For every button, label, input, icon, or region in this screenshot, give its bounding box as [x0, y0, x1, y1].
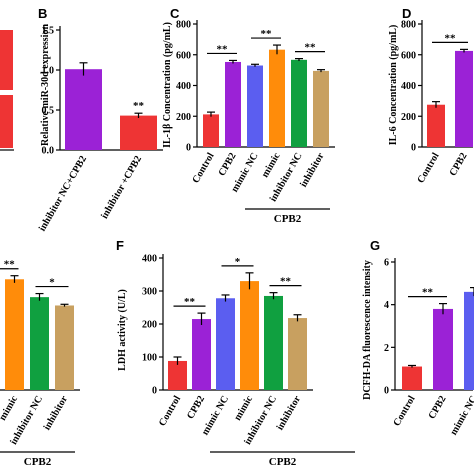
panel-d-y-tick-label: 0	[411, 143, 416, 154]
panel-e-group-label: CPB2	[24, 456, 52, 468]
panel-f-bar	[288, 318, 307, 390]
panel-c-sig-label: **	[305, 42, 317, 54]
panel-f-bar	[216, 298, 235, 390]
panel-f-sig-label: **	[184, 296, 196, 308]
panel-b-bar	[120, 115, 157, 150]
panel-g-x-tick-label: Control	[391, 394, 417, 428]
panel-g-y-tick-label: 4	[384, 300, 389, 311]
panel-f-bar	[168, 360, 187, 390]
panel-g-y-label: DCFH-DA fluorescence intensity	[362, 260, 373, 400]
panel-b-letter: B	[38, 6, 47, 21]
panel-f-x-tick-label: CPB2	[185, 394, 207, 421]
panel-f-group-label: CPB2	[269, 456, 297, 468]
panel-g-bar	[464, 291, 474, 390]
panel-b-y-tick-label: 1.0	[42, 66, 55, 77]
panel-e-x-tick-label: inhibitor	[42, 394, 71, 433]
panel-c-sig-label: **	[217, 43, 229, 55]
panel-e-bar	[55, 305, 74, 390]
panel-d-letter: D	[402, 6, 411, 21]
panel-c-x-tick-label: CPB2	[217, 151, 239, 178]
panel-c-bar	[291, 59, 307, 148]
panel-e-x-tick-label: mimic	[0, 394, 20, 423]
panel-f-sig-label: **	[280, 276, 292, 288]
panel-g-x-tick-label: CPB2	[427, 394, 449, 421]
panel-f-x-tick-label: Control	[157, 394, 183, 428]
panel-d-y-tick-label: 200	[401, 112, 416, 123]
panel-g-y-tick-label: 0	[384, 386, 389, 397]
panel-g-letter: G	[370, 238, 380, 253]
panel-c-y-tick-label: 0	[186, 143, 191, 154]
panel-b-x-tick-label: inhibitor NC+CPB2	[37, 154, 89, 233]
panel-c-y-tick-label: 200	[176, 112, 191, 123]
panel-b-y-tick-label: 0.5	[42, 106, 55, 117]
panel-d-x-tick-label: Control	[415, 151, 441, 185]
panel-c-bar	[225, 61, 241, 147]
panel-a-bar-fragment-2	[0, 95, 13, 148]
panel-d-bar	[455, 50, 473, 147]
panel-f-bar	[192, 319, 211, 390]
panel-b-y-tick-label: 1.5	[42, 26, 55, 37]
panel-c-letter: C	[170, 6, 180, 21]
panel-c-y-label: IL-1β Concentration (pg/mL)	[162, 22, 173, 148]
panel-g-y-tick-label: 6	[384, 258, 389, 269]
panel-g-sig-label: **	[422, 287, 434, 299]
panel-f-x-tick-label: inhibitor	[275, 394, 304, 433]
panel-b-bar	[65, 69, 102, 150]
panel-c-bar	[247, 65, 263, 147]
panel-b-x-tick-label: inhibitor +CPB2	[99, 154, 144, 221]
panel-b-y-label: Relative miR-30d expression	[40, 24, 51, 146]
panel-f-y-tick-label: 0	[152, 386, 157, 397]
panel-d-x-tick-label: CPB2	[448, 151, 470, 178]
panel-f-y-tick-label: 100	[142, 353, 157, 364]
panel-d-bar	[427, 104, 445, 147]
panel-f-x-tick-label: mimic	[232, 394, 255, 423]
panel-f-bar	[264, 295, 283, 390]
panel-a-fragment	[0, 30, 14, 151]
panel-c-y-tick-label: 400	[176, 81, 191, 92]
panel-g-x-tick-label: mimic NC	[448, 394, 474, 437]
panel-c-x-tick-label: Control	[190, 151, 216, 185]
panel-e-bar	[5, 279, 24, 390]
panel-a-bar-fragment-1	[0, 30, 13, 90]
panel-c-x-tick-label: mimic	[260, 151, 283, 180]
panel-d-y-tick-label: 800	[401, 20, 416, 31]
panel-f-letter: F	[116, 238, 124, 253]
panel-g-bar	[433, 308, 453, 390]
panel-d-sig-label: **	[445, 32, 457, 44]
panel-c-sig-label: **	[261, 28, 273, 40]
panel-b-y-tick-label: 0.0	[42, 146, 55, 157]
panel-e-sig-label: *	[49, 277, 55, 289]
panel-g: G 0 2 4 6 DCFH-DA fluorescence intensity Contr…	[362, 238, 474, 437]
panel-c-group-label: CPB2	[274, 213, 302, 225]
panel-c-y-tick-label: 800	[176, 20, 191, 31]
panel-f-bar	[240, 281, 259, 390]
panel-c-bar	[203, 114, 219, 147]
panel-b-sig-label: **	[133, 100, 145, 112]
panel-f-y-tick-label: 400	[142, 254, 157, 265]
panel-d-y-tick-label: 400	[401, 81, 416, 92]
panel-f-y-tick-label: 300	[142, 287, 157, 298]
panel-f-sig-label: *	[235, 256, 241, 268]
panel-f-y-tick-label: 200	[142, 320, 157, 331]
panel-e-sig-label: **	[4, 259, 16, 271]
panel-f-y-label: LDH activity (U/L)	[117, 289, 128, 371]
panel-c-y-tick-label: 600	[176, 50, 191, 61]
panel-c-bar	[269, 49, 285, 147]
panel-g-bar	[402, 366, 422, 390]
panel-d-y-label: IL-6 Concentration (pg/mL)	[388, 25, 399, 146]
panel-g-y-tick-label: 2	[384, 343, 389, 354]
panel-e-bar	[30, 297, 49, 390]
panel-d-y-tick-label: 600	[401, 50, 416, 61]
panel-c-bar	[313, 70, 329, 147]
